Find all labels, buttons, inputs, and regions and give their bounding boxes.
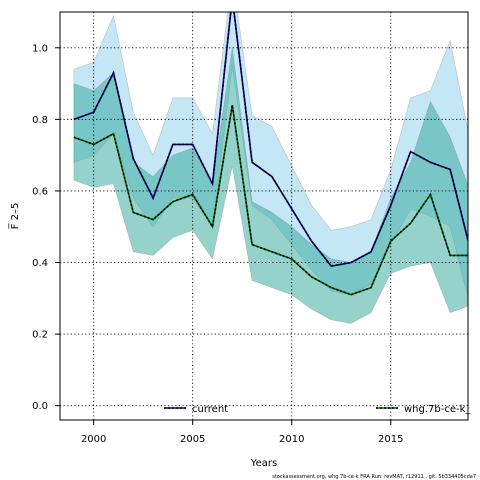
x-tick-label: 2000 — [81, 434, 106, 445]
legend-label: current — [192, 404, 228, 415]
y-tick-label: 0.8 — [32, 115, 48, 126]
y-axis: 0.0 0.2 0.4 0.6 0.8 1.0 — [32, 43, 60, 412]
y-tick-label: 1.0 — [32, 43, 48, 54]
y-tick-label: 0.2 — [32, 330, 48, 341]
series-lines — [73, 12, 468, 296]
series-line-whg.7b-ce-k_ — [73, 104, 468, 296]
x-tick-label: 2010 — [279, 434, 304, 445]
y-axis-title: F̅ 2–5 — [8, 203, 21, 230]
x-tick-label: 2005 — [180, 434, 205, 445]
legend: current whg.7b-ce-k_ — [164, 404, 471, 415]
x-tick-label: 2015 — [378, 434, 403, 445]
legend-label: whg.7b-ce-k_ — [404, 404, 471, 415]
y-tick-label: 0.0 — [32, 401, 48, 412]
y-tick-label: 0.4 — [32, 258, 48, 269]
series-line-current — [73, 12, 468, 267]
plot-frame — [59, 11, 469, 421]
y-tick-label: 0.6 — [32, 186, 48, 197]
footer-text: stockassessment.org, whg.7b-ce-k FRA Run… — [272, 474, 476, 480]
x-axis-title: Years — [250, 458, 277, 469]
x-axis: 2000 2005 2010 2015 — [81, 420, 403, 445]
